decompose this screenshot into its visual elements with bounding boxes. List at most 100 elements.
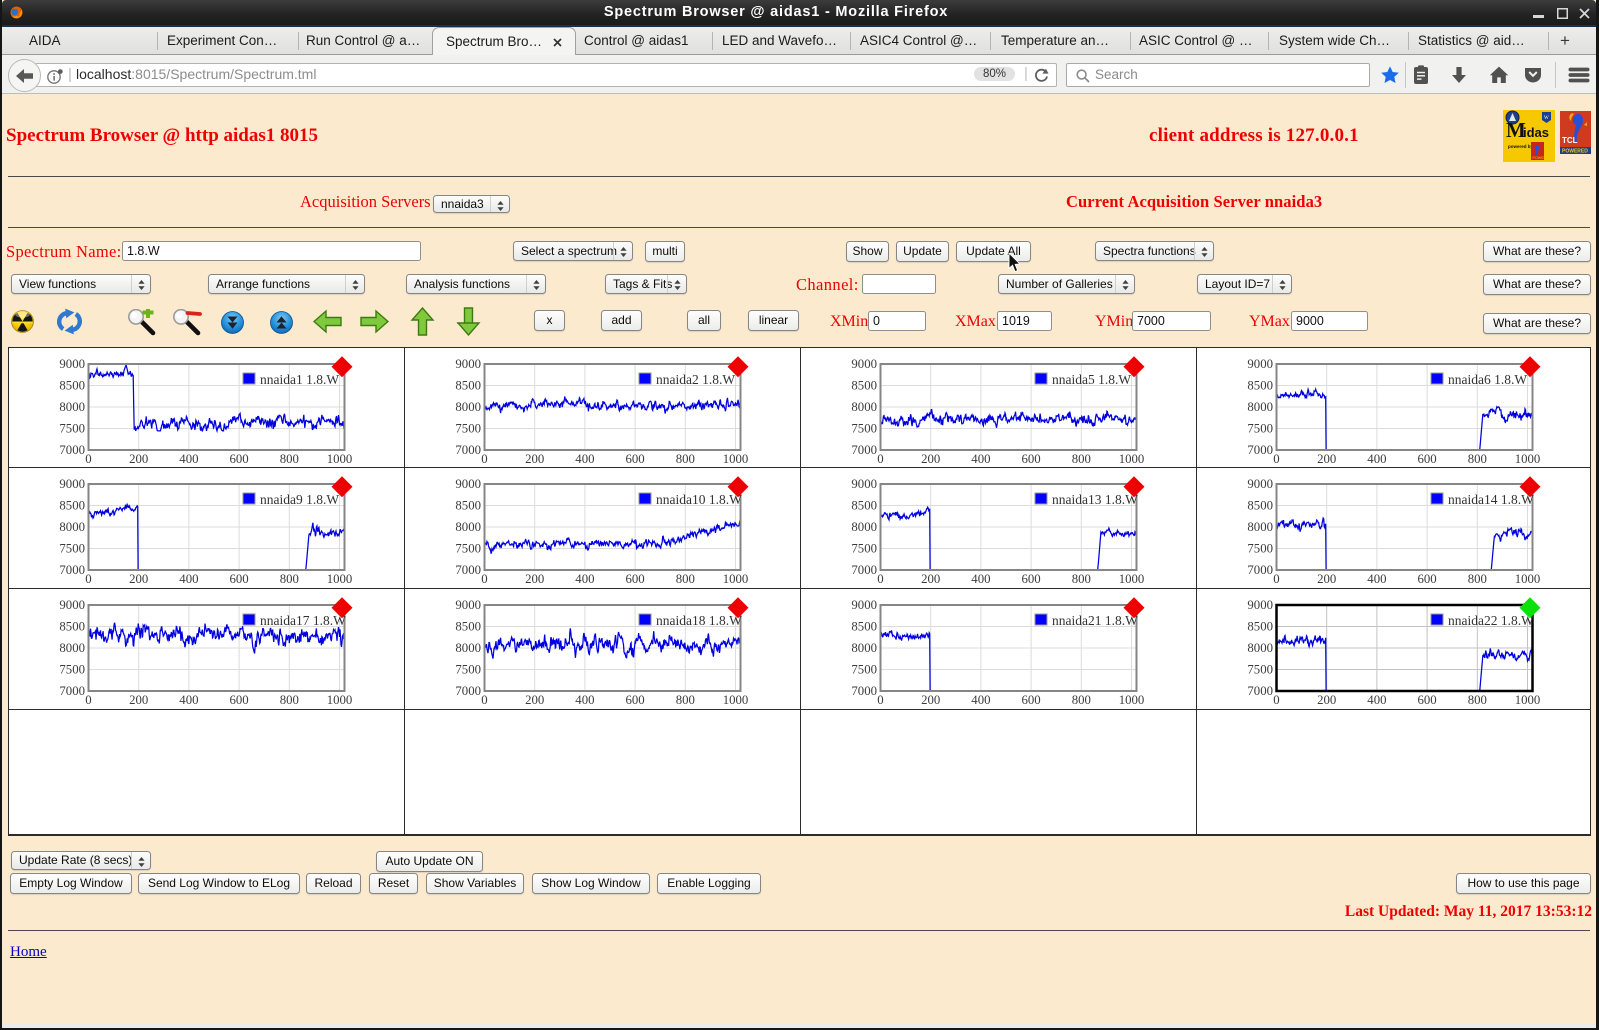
svg-text:7500: 7500	[1247, 542, 1273, 556]
svg-text:7000: 7000	[455, 563, 481, 577]
svg-text:8500: 8500	[1247, 620, 1273, 634]
svg-text:9000: 9000	[455, 598, 481, 612]
svg-text:8500: 8500	[455, 499, 481, 513]
svg-text:7500: 7500	[455, 542, 481, 556]
svg-text:200: 200	[129, 693, 148, 707]
svg-text:7500: 7500	[59, 663, 85, 677]
svg-text:800: 800	[280, 452, 299, 466]
svg-text:8500: 8500	[59, 499, 85, 513]
svg-text:0: 0	[1273, 452, 1279, 466]
svg-text:200: 200	[525, 572, 544, 586]
svg-text:400: 400	[1367, 693, 1386, 707]
svg-text:8000: 8000	[1247, 520, 1273, 534]
svg-text:0: 0	[85, 452, 91, 466]
svg-text:nnaida17 1.8.W: nnaida17 1.8.W	[260, 613, 346, 628]
svg-text:600: 600	[1417, 693, 1436, 707]
svg-text:1000: 1000	[327, 693, 353, 707]
svg-text:8500: 8500	[1247, 379, 1273, 393]
svg-text:nnaida14 1.8.W: nnaida14 1.8.W	[1448, 492, 1534, 507]
svg-text:400: 400	[1367, 572, 1386, 586]
svg-text:7500: 7500	[455, 422, 481, 436]
svg-text:nnaida9 1.8.W: nnaida9 1.8.W	[260, 492, 339, 507]
svg-text:1000: 1000	[1515, 572, 1541, 586]
svg-text:600: 600	[1021, 572, 1040, 586]
svg-text:9000: 9000	[851, 357, 877, 371]
svg-text:7000: 7000	[1247, 684, 1273, 698]
svg-text:200: 200	[921, 693, 940, 707]
svg-text:8000: 8000	[1247, 641, 1273, 655]
svg-text:9000: 9000	[1247, 357, 1273, 371]
svg-text:nnaida22 1.8.W: nnaida22 1.8.W	[1448, 613, 1534, 628]
svg-text:W: W	[1544, 116, 1549, 121]
svg-text:800: 800	[280, 572, 299, 586]
svg-text:7000: 7000	[851, 684, 877, 698]
svg-text:9000: 9000	[59, 357, 85, 371]
svg-text:0: 0	[877, 693, 883, 707]
svg-text:9000: 9000	[455, 477, 481, 491]
svg-text:8000: 8000	[59, 520, 85, 534]
svg-text:600: 600	[229, 452, 248, 466]
svg-text:1000: 1000	[723, 452, 749, 466]
svg-text:9000: 9000	[455, 357, 481, 371]
svg-text:200: 200	[921, 452, 940, 466]
svg-text:400: 400	[575, 572, 594, 586]
svg-text:7500: 7500	[59, 422, 85, 436]
svg-text:M: M	[1506, 118, 1526, 142]
svg-text:800: 800	[676, 693, 695, 707]
svg-text:600: 600	[625, 693, 644, 707]
svg-text:1000: 1000	[1515, 452, 1541, 466]
svg-text:nnaida13 1.8.W: nnaida13 1.8.W	[1052, 492, 1138, 507]
svg-text:powered by: powered by	[1508, 144, 1534, 149]
svg-text:9000: 9000	[851, 477, 877, 491]
svg-text:POWERED: POWERED	[1562, 149, 1588, 155]
svg-text:1000: 1000	[723, 572, 749, 586]
svg-text:0: 0	[481, 452, 487, 466]
svg-text:7000: 7000	[1247, 443, 1273, 457]
svg-text:nnaida6 1.8.W: nnaida6 1.8.W	[1448, 372, 1527, 387]
svg-text:400: 400	[575, 693, 594, 707]
svg-text:8500: 8500	[851, 379, 877, 393]
svg-text:nnaida21 1.8.W: nnaida21 1.8.W	[1052, 613, 1138, 628]
svg-text:1000: 1000	[1515, 693, 1541, 707]
svg-text:7000: 7000	[59, 563, 85, 577]
svg-text:7500: 7500	[455, 663, 481, 677]
svg-text:9000: 9000	[851, 598, 877, 612]
svg-text:9000: 9000	[59, 598, 85, 612]
svg-text:400: 400	[179, 452, 198, 466]
svg-text:0: 0	[877, 452, 883, 466]
svg-text:800: 800	[1072, 693, 1091, 707]
svg-text:7000: 7000	[851, 443, 877, 457]
svg-text:1000: 1000	[327, 452, 353, 466]
svg-text:800: 800	[280, 693, 299, 707]
svg-text:400: 400	[971, 452, 990, 466]
svg-text:8500: 8500	[59, 379, 85, 393]
svg-text:7500: 7500	[851, 542, 877, 556]
svg-text:7500: 7500	[1247, 422, 1273, 436]
svg-text:800: 800	[1072, 452, 1091, 466]
svg-text:8500: 8500	[851, 620, 877, 634]
svg-text:1000: 1000	[327, 572, 353, 586]
svg-text:7000: 7000	[455, 443, 481, 457]
svg-text:9000: 9000	[59, 477, 85, 491]
svg-text:600: 600	[1417, 572, 1436, 586]
svg-text:nnaida10 1.8.W: nnaida10 1.8.W	[656, 492, 742, 507]
svg-text:8500: 8500	[455, 620, 481, 634]
svg-text:800: 800	[1468, 572, 1487, 586]
svg-text:600: 600	[229, 572, 248, 586]
svg-text:200: 200	[129, 452, 148, 466]
svg-text:800: 800	[1468, 693, 1487, 707]
svg-text:400: 400	[971, 693, 990, 707]
svg-text:7500: 7500	[1247, 663, 1273, 677]
svg-text:800: 800	[1468, 452, 1487, 466]
svg-text:400: 400	[971, 572, 990, 586]
svg-text:800: 800	[676, 572, 695, 586]
svg-text:POWERED: POWERED	[1533, 156, 1552, 160]
svg-text:nnaida1 1.8.W: nnaida1 1.8.W	[260, 372, 339, 387]
svg-text:9000: 9000	[1247, 598, 1273, 612]
svg-text:7500: 7500	[59, 542, 85, 556]
svg-text:600: 600	[1021, 693, 1040, 707]
svg-text:1000: 1000	[723, 693, 749, 707]
svg-text:0: 0	[1273, 693, 1279, 707]
svg-text:idas: idas	[1523, 125, 1549, 140]
svg-text:600: 600	[1417, 452, 1436, 466]
